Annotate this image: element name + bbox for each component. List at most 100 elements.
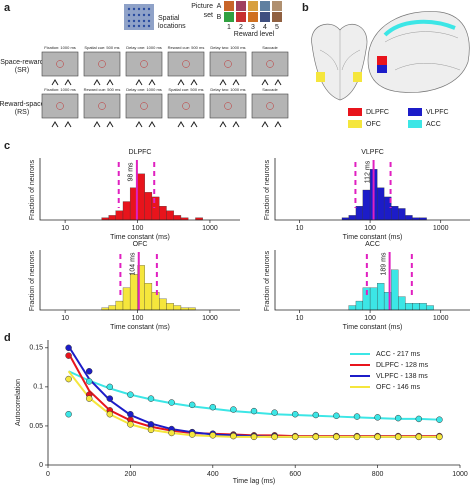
screen-label: Spatial cue: 500 ms [168, 87, 203, 92]
screen-label: Delay two: 1000 ms [210, 45, 245, 50]
screen [83, 93, 121, 119]
chart-title: ACC [365, 241, 380, 248]
bar [129, 274, 138, 311]
data-point [436, 416, 443, 423]
picture [260, 1, 270, 11]
screen [125, 93, 163, 119]
data-point [209, 403, 217, 411]
bar [419, 303, 427, 311]
bar [348, 215, 357, 221]
data-point [271, 433, 278, 441]
y-axis-label: Fraction of neurons [29, 250, 36, 311]
legend-label: OFC - 146 ms [376, 384, 420, 391]
monkey [177, 121, 198, 128]
x-tick-label: 1000 [202, 225, 218, 232]
reward-level: 3 [251, 24, 255, 31]
monkey [177, 79, 198, 86]
bar [391, 206, 399, 221]
legend-swatch [348, 120, 362, 128]
x-tick-label: 200 [125, 471, 137, 478]
fixation [140, 60, 148, 68]
x-axis-label: Time constant (ms) [343, 324, 403, 331]
x-tick-label: 100 [364, 225, 376, 232]
fixation [182, 102, 190, 110]
screen [251, 51, 289, 77]
x-axis-label: Time constant (ms) [110, 234, 170, 241]
picture [272, 12, 282, 22]
data-point [65, 375, 72, 383]
reward-level: 4 [263, 24, 267, 31]
picture-label: Picture [191, 3, 213, 10]
bar [151, 292, 160, 311]
screen-label: Delay two: 1000 ms [210, 87, 245, 92]
fixation [56, 60, 64, 68]
row-abbr: (SR) [15, 67, 29, 74]
axis [39, 158, 240, 221]
bar [362, 189, 371, 221]
data-point [65, 344, 72, 352]
screen-label: Delay one: 1000 ms [126, 87, 162, 92]
data-point [250, 433, 258, 441]
median-label: 98 ms [128, 162, 135, 182]
legend-label: DLPFC [366, 109, 389, 116]
x-tick-label: 10 [61, 315, 69, 322]
data-point [374, 433, 381, 441]
bar [166, 303, 174, 311]
bar [398, 296, 406, 311]
fixation [98, 60, 106, 68]
screen-label: Reward cue: 500 ms [168, 45, 205, 50]
x-tick-label: 1000 [433, 315, 449, 322]
bar [355, 300, 364, 311]
data-point [147, 426, 155, 434]
data-point [271, 409, 278, 416]
bar [355, 206, 364, 221]
fixation [56, 102, 64, 110]
data-point [312, 411, 320, 419]
bar [159, 298, 167, 311]
reward-level: 5 [275, 24, 279, 31]
fixation [98, 102, 106, 110]
bar [144, 283, 153, 311]
monkey [219, 121, 240, 128]
screen [41, 51, 79, 77]
picture [260, 12, 270, 22]
data-point [85, 378, 93, 385]
bar [115, 300, 124, 311]
data-point [85, 368, 93, 375]
panel-label: b [302, 2, 309, 14]
x-tick-label: 100 [132, 315, 144, 322]
data-point [333, 433, 340, 441]
spatial-label: Spatial [158, 15, 180, 22]
legend-label: VLPFC - 138 ms [376, 373, 428, 380]
x-tick-label: 400 [207, 471, 219, 478]
monkey [93, 79, 114, 86]
data-point [106, 395, 114, 402]
picture [248, 1, 258, 11]
data-point [436, 433, 443, 441]
screen-label: Fixation: 1000 ms [44, 45, 76, 50]
median-label: 189 ms [380, 252, 387, 275]
legend-label: ACC [426, 121, 441, 128]
x-tick-label: 100 [132, 225, 144, 232]
row-name: Reward-space [0, 101, 45, 108]
data-point [106, 410, 114, 418]
monkey [261, 121, 282, 128]
x-tick-label: 800 [372, 471, 384, 478]
data-point [85, 395, 93, 402]
axis [39, 250, 240, 311]
bar [369, 287, 378, 311]
screen [125, 51, 163, 77]
screen [251, 93, 289, 119]
y-axis-label: Autocorrelation [15, 379, 22, 426]
legend-swatch [408, 108, 422, 116]
fixation [224, 102, 232, 110]
monkey [93, 121, 114, 128]
x-tick-label: 10 [296, 225, 304, 232]
data-point [394, 433, 402, 441]
monkey [51, 79, 72, 86]
monkey [135, 121, 156, 128]
x-tick-label: 100 [364, 315, 376, 322]
data-point [147, 421, 155, 428]
bar [426, 305, 434, 311]
y-tick-label: 0 [39, 462, 43, 469]
